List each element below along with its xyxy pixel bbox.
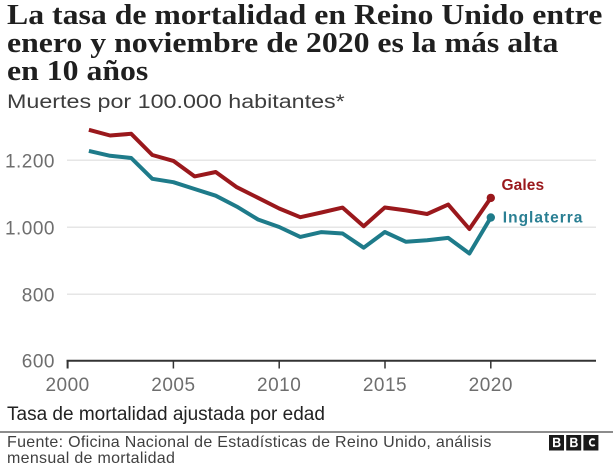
svg-text:2010: 2010 — [257, 375, 301, 396]
svg-text:Inglaterra: Inglaterra — [503, 209, 584, 226]
svg-text:1.200: 1.200 — [5, 151, 55, 172]
svg-text:2020: 2020 — [469, 375, 513, 396]
svg-text:2015: 2015 — [363, 375, 407, 396]
svg-text:1.000: 1.000 — [5, 218, 55, 239]
svg-text:Gales: Gales — [502, 177, 545, 194]
svg-text:2000: 2000 — [45, 375, 89, 396]
svg-text:2005: 2005 — [151, 375, 195, 396]
svg-text:600: 600 — [22, 352, 55, 373]
svg-text:800: 800 — [22, 285, 55, 306]
